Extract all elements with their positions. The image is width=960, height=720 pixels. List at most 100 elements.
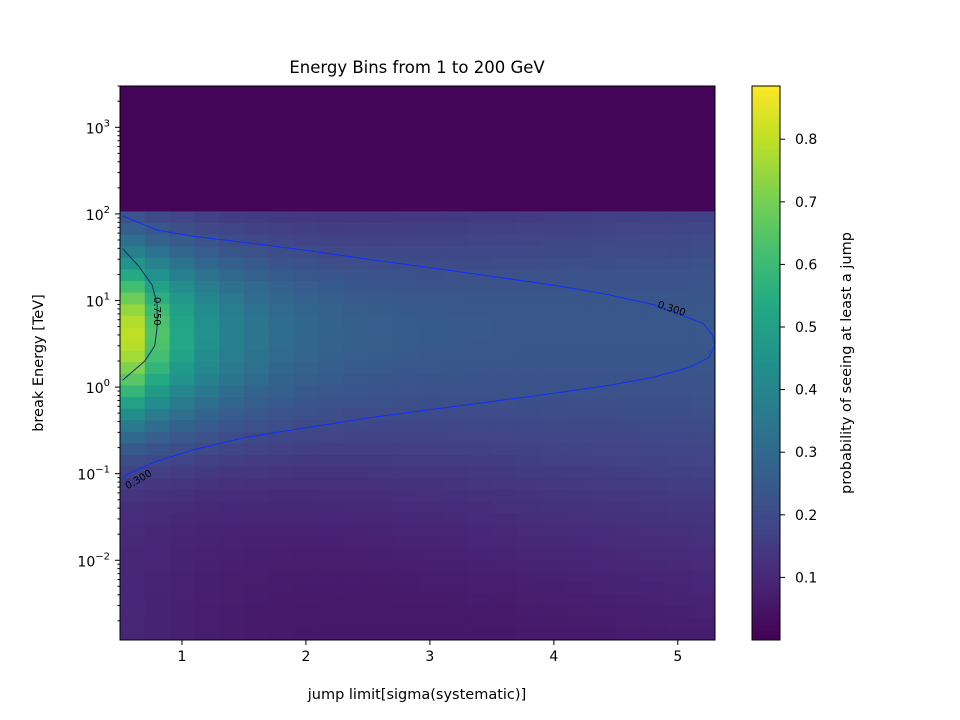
heatmap-cell (219, 72, 244, 84)
heatmap-cell (219, 442, 245, 455)
heatmap-cell (690, 280, 715, 293)
heatmap-cell (615, 129, 642, 142)
heatmap-cell (367, 558, 394, 571)
heatmap-cell (566, 106, 592, 119)
heatmap-cell (169, 210, 195, 223)
heatmap-cell (219, 280, 245, 293)
heatmap-cell (417, 605, 443, 618)
heatmap-cell (120, 547, 146, 560)
heatmap-cell (145, 72, 170, 84)
heatmap-cell (442, 466, 468, 479)
heatmap-cell (541, 431, 567, 444)
heatmap-cell (491, 199, 518, 212)
heatmap-cell (690, 234, 715, 247)
heatmap-cell (491, 94, 518, 107)
heatmap-cell (120, 106, 146, 119)
heatmap-cell (392, 512, 419, 525)
heatmap-cell (640, 489, 667, 502)
heatmap-cell (591, 257, 617, 270)
heatmap-cell (343, 593, 369, 606)
heatmap-cell (318, 512, 344, 525)
heatmap-cell (640, 210, 667, 223)
heatmap-cell (690, 129, 715, 142)
heatmap-cell (268, 106, 295, 119)
heatmap-cell (120, 222, 146, 235)
heatmap-cell (169, 268, 195, 281)
heatmap-cell (120, 593, 146, 606)
heatmap-cell (467, 350, 493, 363)
heatmap-cell (615, 582, 642, 595)
heatmap-cell (318, 628, 344, 640)
heatmap-cell (640, 187, 667, 200)
heatmap-cell (541, 512, 567, 525)
heatmap-cell (541, 489, 567, 502)
heatmap-cell (467, 547, 493, 560)
heatmap-cell (367, 500, 394, 513)
heatmap-cell (491, 512, 518, 525)
heatmap-cell (243, 187, 270, 200)
heatmap-cell (318, 547, 344, 560)
heatmap-cell (615, 152, 642, 165)
heatmap-cell (491, 315, 518, 328)
heatmap-cell (665, 268, 691, 281)
heatmap-cell (243, 176, 270, 189)
heatmap-cell (392, 141, 419, 154)
heatmap-cell (541, 558, 567, 571)
heatmap-cell (268, 628, 295, 640)
heatmap-cell (268, 94, 295, 107)
heatmap-cell (615, 570, 642, 583)
heatmap-cell (640, 431, 667, 444)
heatmap-cell (144, 605, 171, 618)
heatmap-cell (318, 164, 344, 177)
heatmap-cell (169, 454, 195, 467)
heatmap-cell (491, 268, 518, 281)
heatmap-cell (690, 210, 715, 223)
heatmap-cell (541, 152, 567, 165)
heatmap-cell (640, 384, 667, 397)
heatmap-cell (417, 86, 443, 96)
heatmap-cell (268, 292, 295, 305)
heatmap-cell (541, 257, 567, 270)
heatmap-cell (467, 280, 493, 293)
heatmap-cell (615, 431, 642, 444)
heatmap-cell (541, 234, 567, 247)
heatmap-cell (541, 94, 567, 107)
heatmap-cell (367, 628, 394, 640)
heatmap-cell (120, 442, 146, 455)
heatmap-cell (169, 199, 195, 212)
heatmap-cell (343, 512, 369, 525)
heatmap-cell (120, 431, 146, 444)
heatmap-cell (615, 234, 642, 247)
heatmap-cell (516, 616, 543, 629)
heatmap-cell (293, 466, 319, 479)
heatmap-cell (541, 454, 567, 467)
heatmap-cell (491, 350, 518, 363)
heatmap-cell (690, 187, 715, 200)
heatmap-cell (566, 361, 592, 374)
heatmap-cell (417, 466, 443, 479)
heatmap-cell (442, 257, 468, 270)
heatmap-cell (467, 86, 493, 96)
heatmap-cell (144, 152, 171, 165)
heatmap-cell (690, 94, 715, 107)
heatmap-cell (392, 616, 419, 629)
heatmap-cell (615, 419, 642, 432)
heatmap-cell (343, 384, 369, 397)
heatmap-cell (417, 199, 443, 212)
heatmap-cell (566, 500, 592, 513)
heatmap-cell (268, 118, 295, 131)
heatmap-cell (367, 373, 394, 386)
heatmap-cell (491, 373, 518, 386)
heatmap-cell (243, 118, 270, 131)
heatmap-cell (640, 245, 667, 258)
heatmap-cell (541, 408, 567, 421)
heatmap-cell (144, 257, 171, 270)
heatmap-cell (640, 547, 667, 560)
heatmap-cell (343, 152, 369, 165)
heatmap-cell (243, 210, 270, 223)
heatmap-cell (144, 361, 171, 374)
heatmap-cell (467, 558, 493, 571)
heatmap-cell (268, 396, 295, 409)
heatmap-cell (591, 326, 617, 339)
